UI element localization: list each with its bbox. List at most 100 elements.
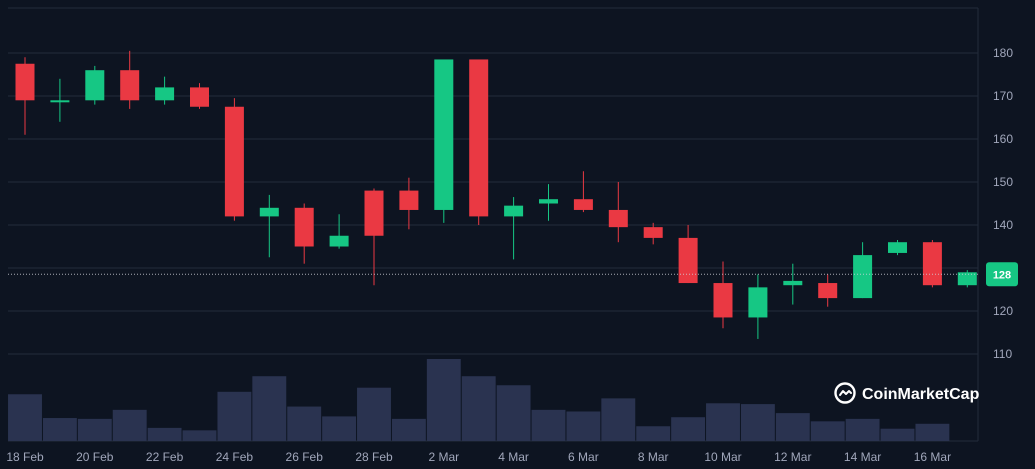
x-tick-label: 20 Feb: [76, 450, 114, 464]
candle: [15, 57, 35, 135]
volume-bar: [391, 418, 426, 441]
x-tick-label: 28 Feb: [355, 450, 393, 464]
volume-bar: [112, 409, 147, 441]
candle: [399, 177, 419, 230]
candle-body: [573, 199, 593, 210]
candle-body: [190, 87, 209, 107]
candle: [922, 240, 942, 288]
volume-bar: [880, 428, 915, 441]
volume-bar: [496, 385, 531, 441]
x-tick-label: 8 Mar: [638, 450, 669, 464]
candle-body: [853, 255, 873, 299]
candle: [364, 188, 384, 286]
candle: [608, 182, 628, 243]
candle: [888, 240, 907, 256]
candle-body: [155, 87, 175, 101]
volume-bar: [182, 430, 217, 441]
watermark-brand-text: CoinMarketCap: [862, 386, 980, 403]
y-tick-label: 110: [993, 347, 1012, 361]
volume-bar: [915, 423, 950, 441]
candle-body: [15, 63, 35, 101]
volume-bar: [77, 418, 112, 441]
y-tick-label: 120: [993, 304, 1013, 318]
candle-body: [922, 242, 942, 286]
candle-body: [434, 59, 454, 210]
volume-bar: [740, 404, 775, 441]
candle-body: [364, 190, 384, 236]
volume-bar: [357, 387, 391, 441]
x-tick-label: 22 Feb: [146, 450, 184, 464]
volume-bar: [775, 413, 810, 441]
candlesticks: [15, 50, 977, 339]
x-tick-label: 4 Mar: [498, 450, 529, 464]
volume-bar: [531, 409, 566, 441]
x-tick-label: 6 Mar: [568, 450, 599, 464]
candle: [155, 76, 175, 105]
candle: [259, 194, 279, 258]
x-tick-label: 14 Mar: [844, 450, 881, 464]
y-tick-label: 150: [993, 175, 1013, 189]
candle: [643, 222, 663, 245]
x-tick-label: 16 Mar: [914, 450, 951, 464]
volume-bar: [461, 376, 496, 441]
volume-bar: [845, 418, 880, 441]
candle-body: [469, 59, 489, 217]
candle: [85, 65, 105, 105]
candle: [748, 274, 768, 339]
candle: [224, 98, 244, 221]
volume-bar: [8, 394, 42, 441]
current-price-value: 128: [993, 269, 1011, 281]
candle-body: [748, 287, 768, 318]
x-tick-label: 2 Mar: [428, 450, 459, 464]
candle-body: [818, 283, 838, 299]
candle: [573, 171, 593, 213]
x-axis: 18 Feb 20 Feb 22 Feb 24 Feb 26 Feb 28 Feb 2 Ma…: [6, 450, 951, 464]
volume-bar: [810, 421, 845, 441]
candle-body: [85, 70, 105, 101]
volume-bar: [566, 411, 601, 441]
candle: [504, 197, 524, 260]
y-tick-label: 160: [993, 132, 1013, 146]
candle: [853, 242, 873, 299]
volume-bar: [706, 403, 740, 441]
x-tick-label: 12 Mar: [774, 450, 811, 464]
candle: [783, 263, 803, 305]
candle-body: [399, 190, 419, 210]
y-axis: 110120130140150160170180: [993, 46, 1013, 361]
candle-body: [504, 205, 524, 217]
candle-body: [259, 207, 279, 217]
volume-bar: [217, 391, 252, 441]
volume-bar: [636, 426, 671, 441]
candle-body: [294, 207, 314, 247]
candle: [539, 184, 558, 221]
y-tick-label: 140: [993, 218, 1013, 232]
volume-bar: [42, 418, 77, 441]
x-tick-label: 26 Feb: [286, 450, 324, 464]
candle-body: [957, 272, 977, 286]
candle: [818, 274, 838, 307]
candle: [50, 78, 70, 122]
y-tick-label: 170: [993, 89, 1013, 103]
candle-body: [783, 280, 803, 286]
candle-body: [678, 237, 698, 284]
current-price-badge: 128: [986, 262, 1018, 287]
candle: [469, 59, 489, 225]
volume-bar: [252, 376, 287, 441]
volume-bar: [147, 427, 182, 441]
candle-body: [50, 100, 70, 103]
candle: [120, 50, 140, 109]
candle-body: [224, 106, 244, 217]
coinmarketcap-watermark: CoinMarketCap: [834, 382, 980, 404]
candle-body: [329, 235, 349, 247]
candle: [713, 261, 733, 329]
candle: [294, 203, 314, 264]
candle-body: [120, 70, 140, 101]
candle-body: [713, 283, 733, 318]
x-tick-label: 18 Feb: [6, 450, 44, 464]
candle: [329, 214, 349, 249]
volume-bar: [426, 359, 461, 441]
volume-bar: [287, 406, 322, 441]
x-tick-label: 24 Feb: [216, 450, 254, 464]
